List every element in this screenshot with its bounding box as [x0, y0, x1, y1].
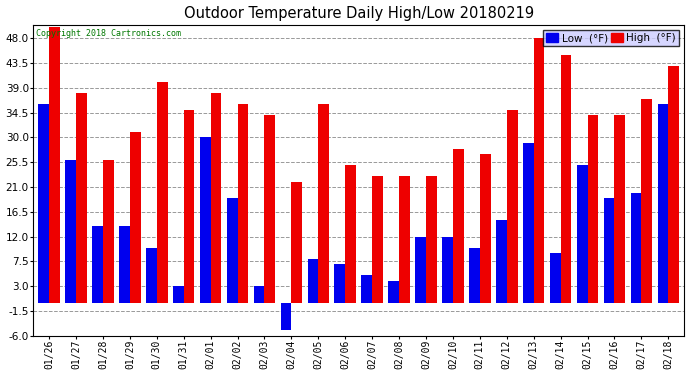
Bar — [76, 93, 87, 303]
Bar — [642, 99, 652, 303]
Bar — [631, 193, 642, 303]
Bar — [318, 104, 329, 303]
Bar — [308, 259, 318, 303]
Bar — [66, 159, 76, 303]
Bar — [335, 264, 345, 303]
Bar — [92, 226, 103, 303]
Bar — [480, 154, 491, 303]
Bar — [669, 66, 679, 303]
Bar — [254, 286, 264, 303]
Bar — [39, 104, 49, 303]
Bar — [119, 226, 130, 303]
Bar — [173, 286, 184, 303]
Bar — [130, 132, 141, 303]
Bar — [658, 104, 669, 303]
Bar — [496, 220, 506, 303]
Text: Copyright 2018 Cartronics.com: Copyright 2018 Cartronics.com — [37, 29, 181, 38]
Bar — [577, 165, 587, 303]
Bar — [264, 116, 275, 303]
Bar — [587, 116, 598, 303]
Bar — [388, 281, 399, 303]
Bar — [523, 143, 533, 303]
Bar — [227, 198, 237, 303]
Bar — [533, 38, 544, 303]
Bar — [291, 182, 302, 303]
Bar — [362, 275, 372, 303]
Bar — [184, 110, 195, 303]
Bar — [453, 148, 464, 303]
Bar — [157, 82, 168, 303]
Bar — [426, 176, 437, 303]
Bar — [506, 110, 518, 303]
Bar — [415, 237, 426, 303]
Bar — [372, 176, 383, 303]
Bar — [399, 176, 410, 303]
Bar — [103, 159, 114, 303]
Bar — [560, 55, 571, 303]
Bar — [281, 303, 291, 330]
Bar — [146, 248, 157, 303]
Legend: Low  (°F), High  (°F): Low (°F), High (°F) — [543, 30, 679, 46]
Bar — [442, 237, 453, 303]
Bar — [469, 248, 480, 303]
Bar — [345, 165, 356, 303]
Title: Outdoor Temperature Daily High/Low 20180219: Outdoor Temperature Daily High/Low 20180… — [184, 6, 534, 21]
Bar — [615, 116, 625, 303]
Bar — [237, 104, 248, 303]
Bar — [49, 27, 60, 303]
Bar — [210, 93, 221, 303]
Bar — [200, 138, 210, 303]
Bar — [604, 198, 615, 303]
Bar — [550, 253, 560, 303]
